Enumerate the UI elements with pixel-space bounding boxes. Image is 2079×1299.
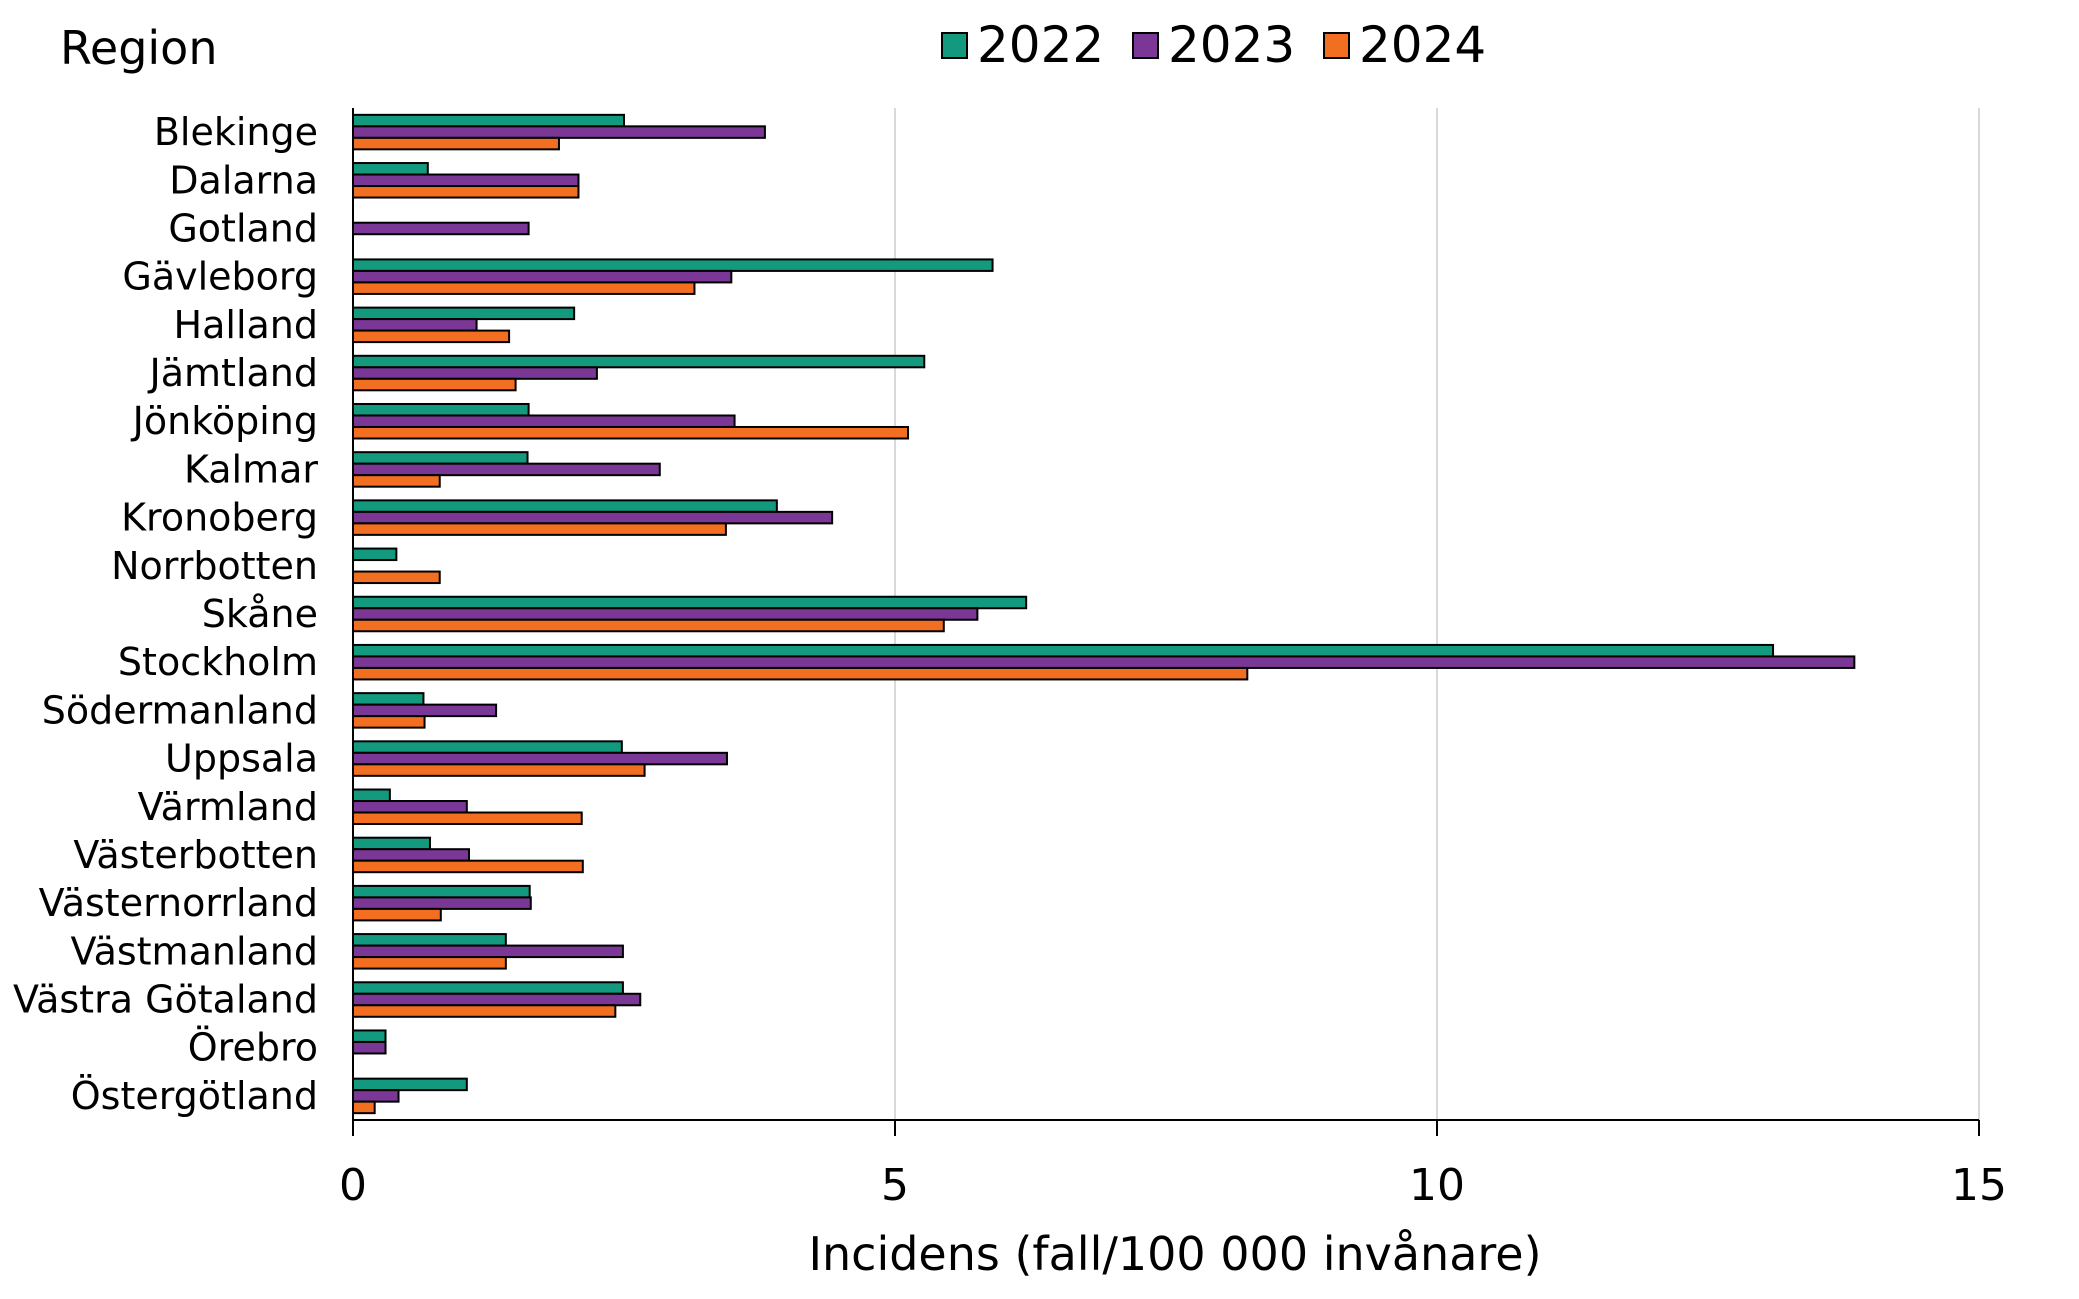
- bar-2024: [352, 811, 583, 826]
- region-label: Värmland: [138, 785, 318, 829]
- bar-2022: [352, 981, 624, 995]
- bar-2024: [352, 474, 441, 488]
- bar-2022: [352, 499, 778, 513]
- bar-2022: [352, 1029, 387, 1043]
- bar-2022: [352, 451, 529, 465]
- axes: [352, 108, 1980, 1136]
- bar-2023: [352, 703, 498, 718]
- region-label: Västerbotten: [73, 833, 318, 877]
- legend-label-2022: 2022: [977, 16, 1104, 74]
- bar-2022: [352, 402, 530, 417]
- bar-2023: [352, 318, 478, 332]
- bar-2024: [352, 570, 441, 585]
- region-label: Blekinge: [154, 110, 318, 154]
- bar-2023: [352, 366, 598, 380]
- bar-2024: [352, 666, 1249, 681]
- bar-2023: [352, 992, 642, 1007]
- bar-2022: [352, 547, 398, 562]
- region-label: Västmanland: [71, 929, 318, 973]
- bar-2023: [352, 173, 580, 188]
- x-tick-label: 0: [339, 1160, 367, 1211]
- bar-2022: [352, 836, 431, 851]
- bar-2023: [352, 269, 733, 284]
- bar-2022: [352, 1077, 468, 1092]
- bar-2024: [352, 329, 511, 344]
- bar-2022: [352, 933, 507, 947]
- bar-2023: [352, 462, 661, 477]
- bar-2024: [352, 956, 507, 970]
- bar-2022: [352, 306, 576, 321]
- region-label: Västernorrland: [39, 881, 318, 925]
- bar-2023: [352, 510, 834, 525]
- legend-label-2024: 2024: [1359, 16, 1486, 74]
- bar-2023: [352, 896, 532, 910]
- bar-2022: [352, 113, 625, 128]
- legend: 2022 2023 2024: [941, 16, 1486, 74]
- region-label: Jämtland: [148, 351, 318, 395]
- region-label: Halland: [174, 303, 318, 347]
- bar-2022: [352, 162, 429, 176]
- bar-2024: [352, 281, 696, 295]
- region-label: Östergötland: [71, 1074, 318, 1118]
- bar-2023: [352, 221, 530, 236]
- bar-2023: [352, 125, 766, 139]
- legend-swatch-2022: [941, 32, 968, 59]
- bar-2024: [352, 763, 646, 777]
- bar-2024: [352, 136, 560, 151]
- region-label: Gotland: [168, 206, 318, 250]
- bar-2023: [352, 414, 736, 428]
- bar-2024: [352, 859, 584, 874]
- bar-2023: [352, 607, 979, 621]
- bar-2023: [352, 1089, 400, 1103]
- x-tick-label: 15: [1951, 1160, 2007, 1211]
- region-label: Västra Götaland: [13, 978, 318, 1022]
- bar-2022: [352, 788, 391, 803]
- bar-2024: [352, 907, 442, 922]
- region-label: Skåne: [202, 592, 318, 636]
- bar-2022: [352, 354, 926, 369]
- legend-swatch-2024: [1323, 32, 1350, 59]
- bar-2024: [352, 377, 517, 392]
- bar-2023: [352, 848, 470, 862]
- region-label: Dalarna: [169, 158, 318, 202]
- x-tick-labels: 0 5 10 15: [339, 1160, 2007, 1211]
- bar-2024: [352, 522, 727, 536]
- bar-2023: [352, 751, 728, 766]
- bar-2024: [352, 715, 426, 729]
- bar-2022: [352, 258, 994, 272]
- bar-2022: [352, 692, 425, 706]
- region-label: Örebro: [188, 1026, 318, 1070]
- x-tick-label: 5: [881, 1160, 909, 1211]
- bar-2022: [352, 595, 1028, 610]
- legend-label-2023: 2023: [1168, 16, 1295, 74]
- bar-2024: [352, 425, 910, 440]
- bar-2022: [352, 740, 623, 754]
- bar-2024: [352, 1100, 376, 1115]
- bar-2022: [352, 643, 1775, 658]
- region-label: Norrbotten: [111, 544, 318, 588]
- legend-swatch-2023: [1132, 32, 1159, 59]
- bar-2023: [352, 655, 1856, 669]
- region-label: Gävleborg: [122, 255, 318, 299]
- bar-2024: [352, 185, 580, 199]
- bar-2022: [352, 884, 531, 899]
- y-axis-title: Region: [60, 21, 217, 75]
- region-label: Uppsala: [165, 737, 318, 781]
- region-label: Södermanland: [42, 688, 318, 732]
- bar-2023: [352, 800, 468, 814]
- region-label: Jönköping: [131, 399, 318, 443]
- bar-2023: [352, 944, 624, 959]
- x-tick-label: 10: [1409, 1160, 1465, 1211]
- bar-2024: [352, 618, 945, 633]
- gridlines: [894, 108, 1980, 1120]
- x-axis-title: Incidens (fall/100 000 invånare): [808, 1227, 1541, 1281]
- region-label: Kalmar: [184, 447, 318, 491]
- region-label: Kronoberg: [121, 496, 318, 540]
- bars: [352, 113, 1856, 1115]
- region-label: Stockholm: [118, 640, 318, 684]
- bar-2024: [352, 1004, 617, 1018]
- bar-2023: [352, 1040, 387, 1055]
